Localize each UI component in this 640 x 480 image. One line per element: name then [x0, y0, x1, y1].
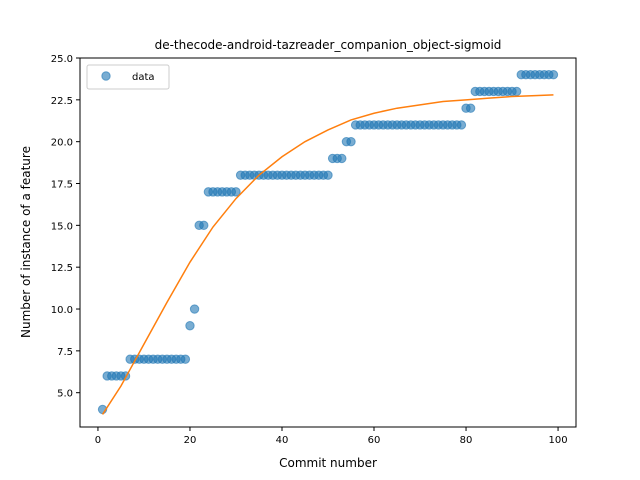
y-axis-label: Number of instance of a feature [19, 146, 33, 338]
x-axis: 0 20 40 60 80 100 [95, 427, 568, 446]
data-point [346, 136, 356, 147]
data-point [189, 304, 200, 314]
chart-title: de-thecode-android-tazreader_companion_o… [155, 38, 502, 52]
data-point [511, 86, 522, 97]
data-point [548, 70, 559, 80]
x-tick-label: 100 [549, 435, 568, 446]
fit-line [101, 94, 554, 415]
y-tick-label: 17.5 [51, 180, 73, 191]
data-point [465, 103, 476, 113]
y-tick-label: 22.5 [51, 96, 73, 107]
axes-frame [79, 57, 577, 428]
data-point [323, 170, 333, 180]
x-tick-label: 20 [184, 435, 197, 446]
data-point [185, 321, 195, 331]
x-tick-label: 0 [95, 435, 101, 446]
data-point [456, 120, 467, 130]
y-tick-label: 10.0 [51, 305, 73, 316]
data-point [199, 220, 209, 231]
y-tick-label: 15.0 [51, 221, 73, 232]
data-point [337, 153, 347, 164]
x-tick-label: 60 [368, 435, 381, 446]
legend: data [86, 64, 170, 90]
y-tick-label: 7.5 [57, 347, 73, 358]
x-tick-label: 80 [460, 435, 473, 446]
x-axis-label: Commit number [279, 456, 377, 470]
legend-label-data: data [132, 72, 155, 83]
data-point [180, 354, 191, 364]
x-tick-label: 40 [276, 435, 289, 446]
data-point [231, 187, 241, 197]
y-axis: 5.0 7.5 10.0 12.5 15.0 17.5 20.0 22.5 25.0 [51, 54, 80, 400]
plot-area [97, 70, 559, 415]
legend-marker-data [101, 71, 111, 81]
y-tick-label: 25.0 [51, 54, 73, 65]
y-tick-label: 12.5 [51, 263, 73, 274]
y-tick-label: 5.0 [57, 389, 73, 400]
y-tick-label: 20.0 [51, 138, 73, 149]
legend-box [86, 64, 170, 90]
